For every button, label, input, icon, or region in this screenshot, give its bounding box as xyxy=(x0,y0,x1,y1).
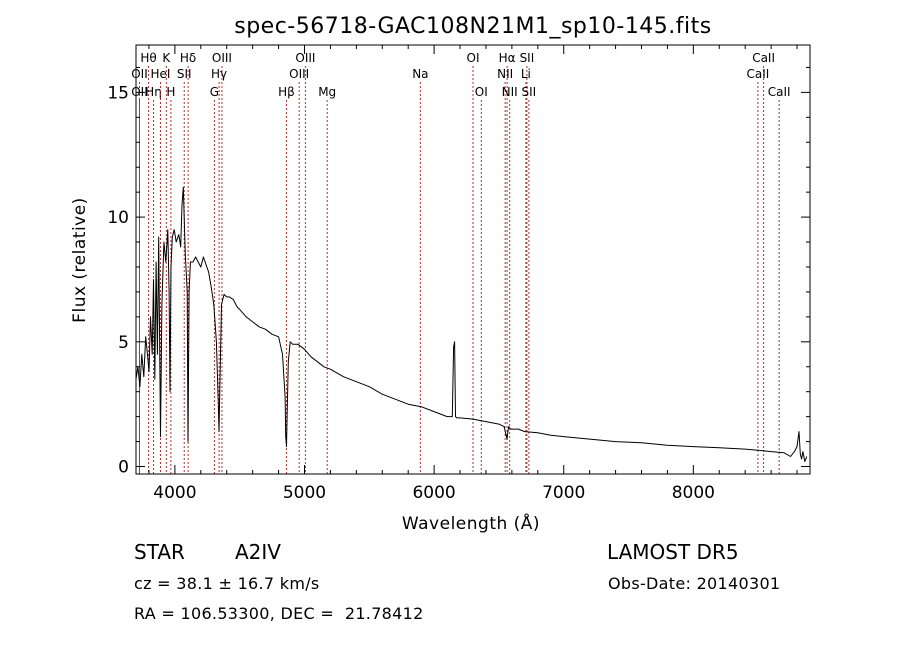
marker-label: Mg xyxy=(318,85,336,99)
marker-label: H xyxy=(166,85,175,99)
marker-label: SII xyxy=(520,51,535,65)
x-tick-label: 6000 xyxy=(412,483,455,503)
marker-label: SII xyxy=(522,85,537,99)
y-tick-label: 10 xyxy=(107,208,129,228)
y-axis: 0 5 10 15 xyxy=(107,66,810,478)
marker-label: HeI xyxy=(151,67,171,81)
marker-label: Hα xyxy=(499,51,516,65)
marker-label: Li xyxy=(521,67,531,81)
marker-label: Hθ xyxy=(140,51,156,65)
sky-coordinates: RA = 106.53300, DEC = 21.78412 xyxy=(134,604,424,623)
marker-label: NII xyxy=(502,85,518,99)
marker-label: OIII xyxy=(212,51,232,65)
y-axis-label: Flux (relative) xyxy=(70,197,90,323)
marker-label: OI xyxy=(467,51,480,65)
marker-label: Na xyxy=(412,67,428,81)
survey-name: LAMOST DR5 xyxy=(607,540,739,564)
marker-label: OII xyxy=(131,67,148,81)
object-class: STAR xyxy=(134,540,185,564)
x-axis: 4000 5000 6000 7000 8000 xyxy=(148,45,798,503)
x-tick-label: 7000 xyxy=(542,483,585,503)
redshift-velocity: cz = 38.1 ± 16.7 km/s xyxy=(134,574,320,593)
marker-label: G xyxy=(210,85,219,99)
marker-label: Hδ xyxy=(180,51,196,65)
observation-date: Obs-Date: 20140301 xyxy=(608,574,781,593)
x-tick-label: 4000 xyxy=(153,483,196,503)
marker-label: CaII xyxy=(746,67,769,81)
marker-label: SII xyxy=(177,67,192,81)
chart-title: spec-56718-GAC108N21M1_sp10-145.fits xyxy=(234,14,712,39)
x-tick-label: 5000 xyxy=(283,483,326,503)
marker-label: Hγ xyxy=(211,67,227,81)
marker-label: NII xyxy=(497,67,513,81)
marker-label: CaII xyxy=(752,51,775,65)
marker-label: Hη xyxy=(145,85,162,99)
plot-frame xyxy=(135,44,811,475)
y-tick-label: 5 xyxy=(118,333,129,353)
marker-label: OIII xyxy=(289,67,309,81)
marker-label: K xyxy=(162,51,171,65)
y-tick-label: 15 xyxy=(107,83,129,103)
marker-label: CaII xyxy=(768,85,791,99)
spectrum-line xyxy=(135,186,808,462)
y-tick-label: 0 xyxy=(118,458,129,478)
marker-label: OI xyxy=(475,85,488,99)
marker-label: Hβ xyxy=(278,85,295,99)
marker-label: OIII xyxy=(295,51,315,65)
object-subclass: A2IV xyxy=(235,540,281,564)
x-tick-label: 8000 xyxy=(672,483,715,503)
x-axis-label: Wavelength (Å) xyxy=(402,512,540,534)
